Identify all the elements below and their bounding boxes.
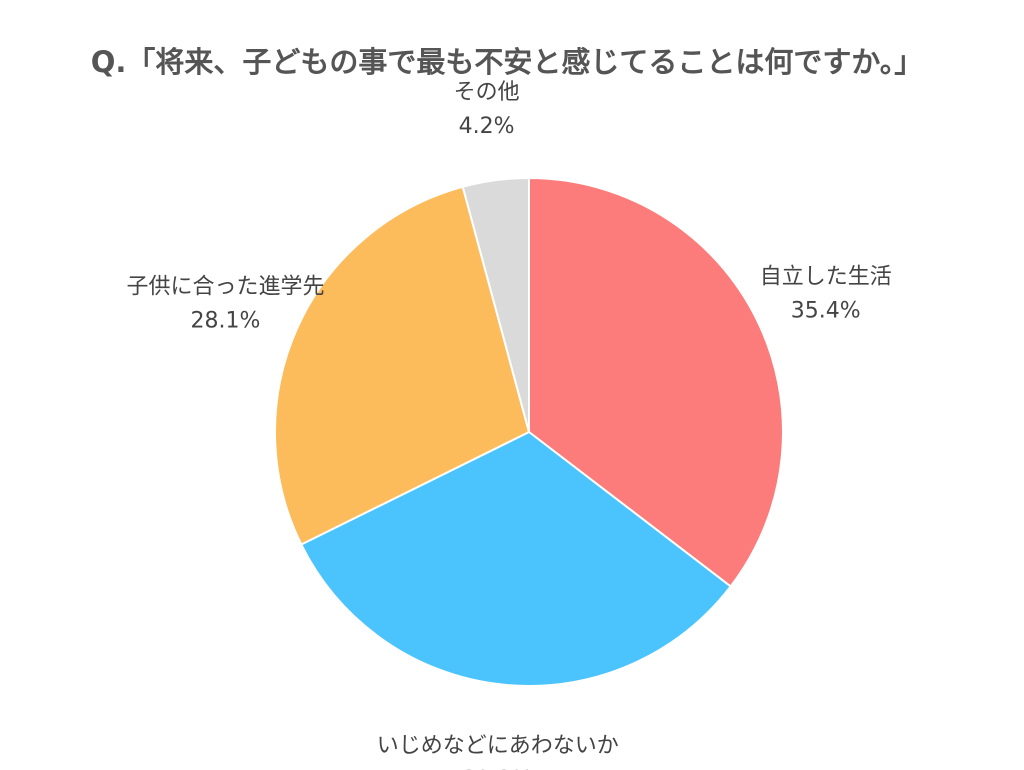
slice-other xyxy=(461,176,530,433)
pie-slices xyxy=(274,176,784,687)
chart-title: Q.「将来、子どもの事で最も不安と感じてることは何ですか。」 xyxy=(91,45,924,79)
pie-labels: 自立した生活 35.4% いじめなどにあわないか 32.3% 子供に合った進学先 28.1… xyxy=(126,80,891,770)
slice-label-value: 4.2% xyxy=(459,114,515,139)
slice-label-name: 子供に合った進学先 xyxy=(126,275,324,300)
slice-independent-living xyxy=(528,176,784,588)
slice-suitable-school xyxy=(274,185,531,546)
slice-label-value: 28.1% xyxy=(191,309,261,334)
slice-label-name: その他 xyxy=(454,80,520,105)
slice-label-value: 35.4% xyxy=(791,298,861,323)
slice-label-name: 自立した生活 xyxy=(760,264,892,289)
slice-label-name: いじめなどにあわないか xyxy=(377,734,619,759)
slice-bullying xyxy=(299,430,733,687)
slice-label-value: 32.3% xyxy=(463,768,533,770)
